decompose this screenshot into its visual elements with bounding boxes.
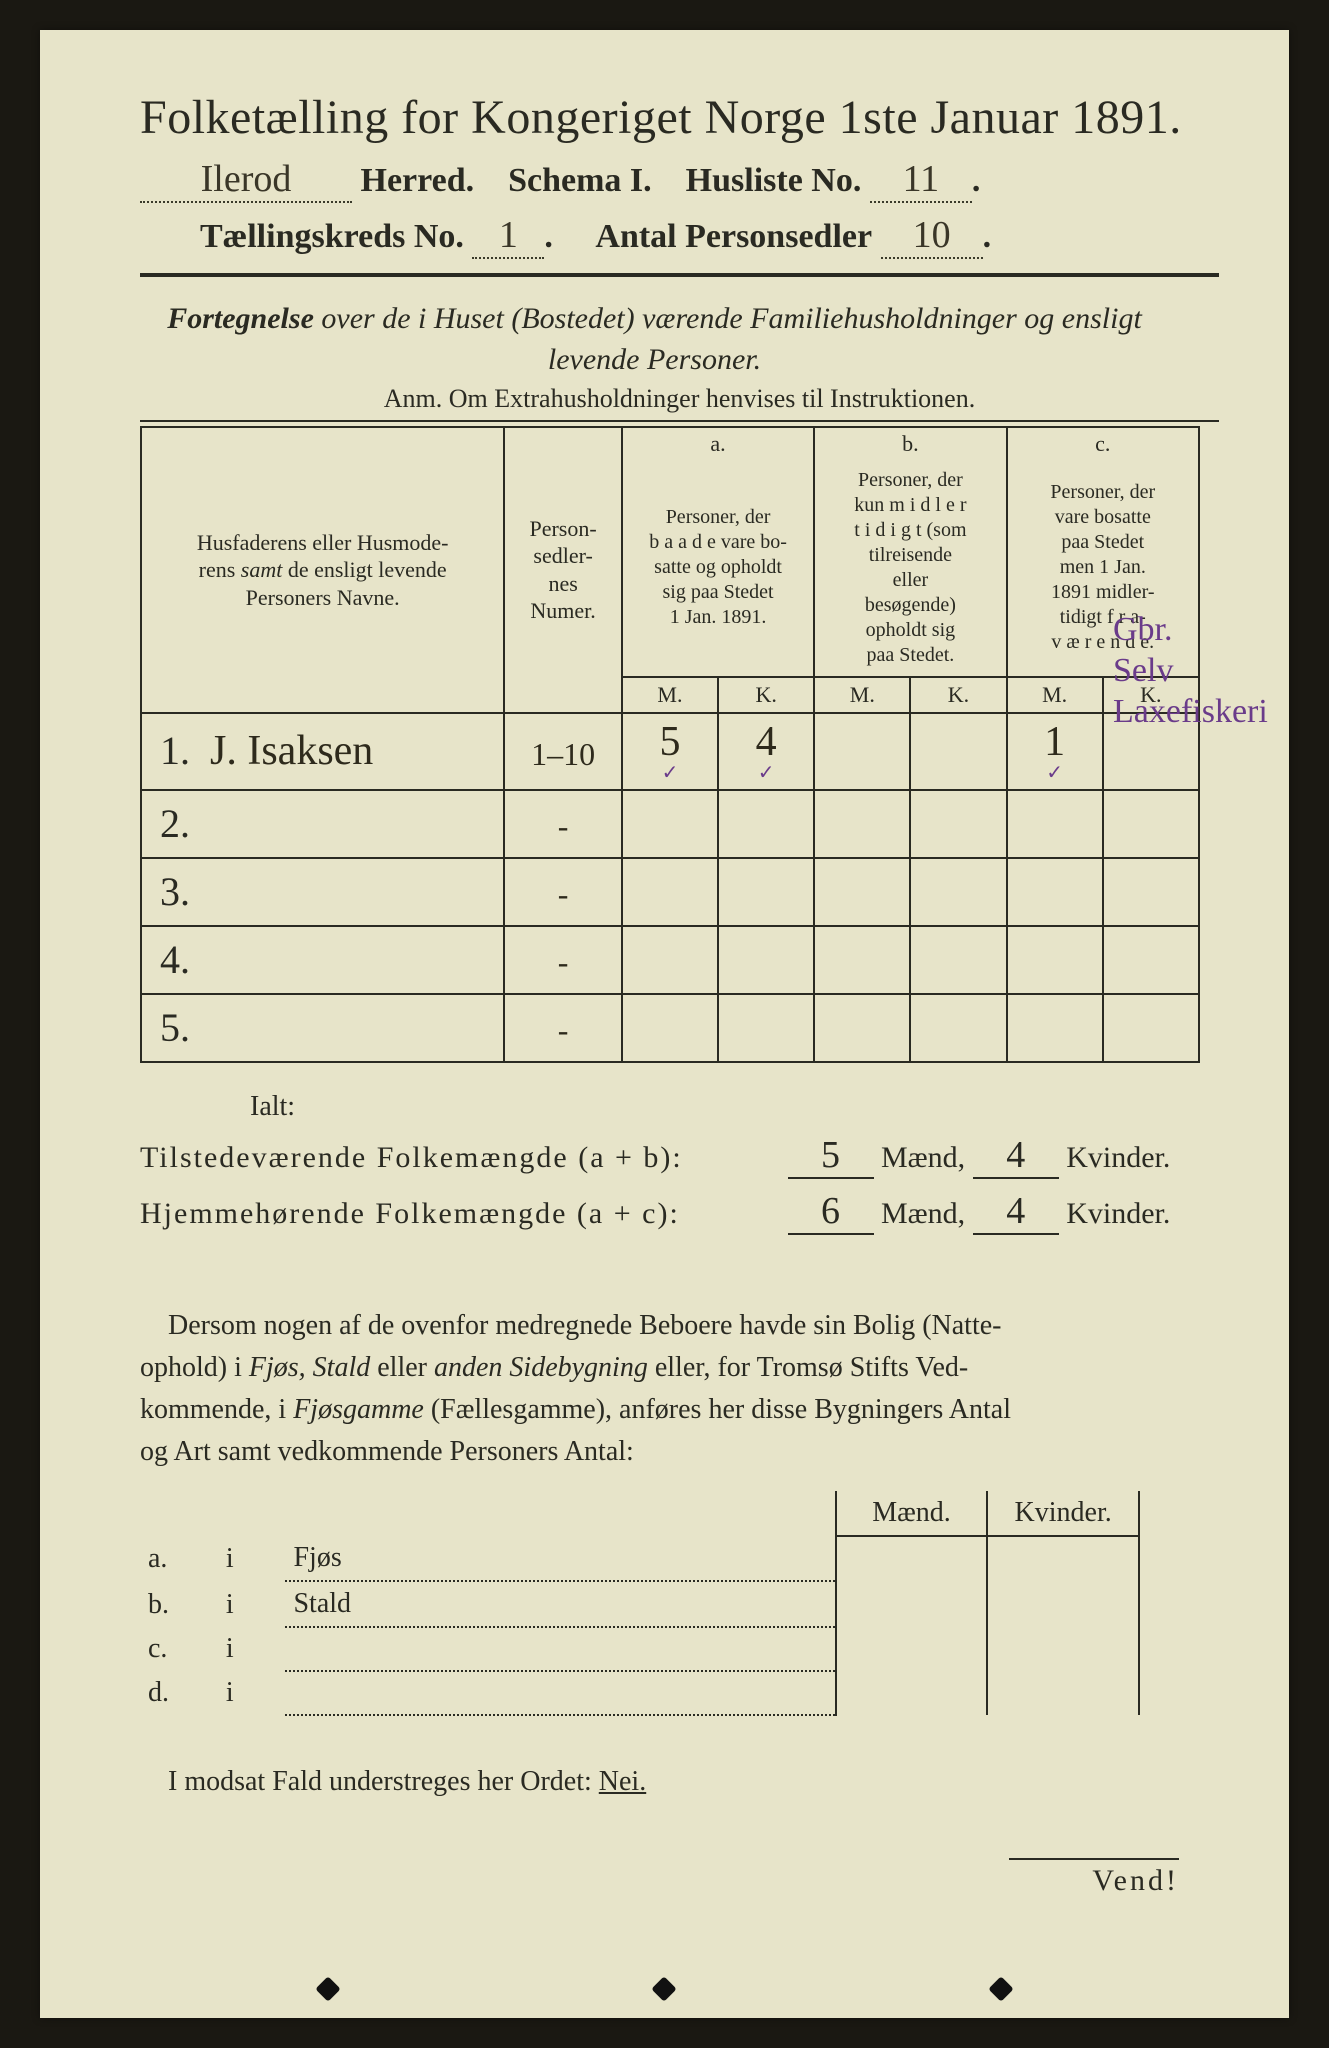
kreds-value: 1: [472, 213, 544, 259]
vend-label: Vend!: [1009, 1858, 1179, 1898]
resident-men: 6: [788, 1189, 874, 1235]
row-cell: [718, 926, 814, 994]
present-women: 4: [973, 1133, 1059, 1179]
row-cell: [718, 858, 814, 926]
col-b-k: K.: [910, 677, 1006, 713]
col-header-b: Personer, derkun m i d l e rt i d i g t …: [814, 460, 1006, 677]
outbuilding-row: b.iStald: [140, 1581, 1139, 1627]
totals-row-resident: Hjemmehørende Folkemængde (a + c): 6 Mæn…: [140, 1189, 1219, 1235]
col-header-a: Personer, derb a a d e vare bo-satte og …: [622, 460, 814, 677]
col-header-name: Husfaderens eller Husmode-rens samt de e…: [141, 427, 504, 713]
row-cell: [910, 713, 1006, 790]
herred-value: Ilerod: [140, 157, 352, 203]
row-cell: [1103, 790, 1199, 858]
row-cell: [1103, 926, 1199, 994]
household-table: Husfaderens eller Husmode-rens samt de e…: [140, 426, 1200, 1063]
col-b-m: M.: [814, 677, 910, 713]
row-cell: [910, 994, 1006, 1062]
row-cell: [1007, 858, 1103, 926]
row-cell: [622, 926, 718, 994]
row-cell: 4✓: [718, 713, 814, 790]
kreds-label: Tællingskreds No.: [200, 218, 464, 255]
row-name: 2.: [141, 790, 504, 858]
side-header-men: Mænd.: [836, 1491, 988, 1536]
col-c-m: M.: [1007, 677, 1103, 713]
divider-thin: [140, 420, 1219, 422]
row-name: 4.: [141, 926, 504, 994]
row-cell: [1103, 994, 1199, 1062]
antal-label: Antal Personsedler: [595, 218, 872, 255]
row-cell: [814, 858, 910, 926]
col-a-m: M.: [622, 677, 718, 713]
antal-value: 10: [881, 213, 983, 259]
row-num: -: [504, 858, 622, 926]
kreds-line: Tællingskreds No. 1. Antal Personsedler …: [140, 213, 1219, 259]
row-cell: 5✓: [622, 713, 718, 790]
census-form-page: Folketælling for Kongeriget Norge 1ste J…: [40, 30, 1289, 2018]
row-num: 1–10: [504, 713, 622, 790]
outbuilding-row: d.i: [140, 1671, 1139, 1715]
col-header-num: Person-sedler-nesNumer.: [504, 427, 622, 713]
row-cell: [1007, 994, 1103, 1062]
schema-label: Schema I.: [508, 162, 652, 199]
outbuilding-row: a.iFjøs: [140, 1536, 1139, 1581]
divider: [140, 273, 1219, 277]
nei-word: Nei.: [599, 1766, 646, 1797]
binding-holes: [40, 1980, 1289, 1998]
table-row: 3. -: [141, 858, 1199, 926]
ialt-label: Ialt:: [250, 1091, 1219, 1123]
husliste-value: 11: [870, 157, 972, 203]
row-cell: [814, 790, 910, 858]
row-cell: [910, 926, 1006, 994]
table-row: 4. -: [141, 926, 1199, 994]
table-row: 1. J. Isaksen1–105✓4✓ 1✓: [141, 713, 1199, 790]
table-row: 5. -: [141, 994, 1199, 1062]
row-cell: [814, 713, 910, 790]
col-header-a-top: a.: [622, 427, 814, 460]
col-a-k: K.: [718, 677, 814, 713]
row-num: -: [504, 994, 622, 1062]
row-cell: [1007, 926, 1103, 994]
row-cell: [910, 790, 1006, 858]
row-cell: [814, 994, 910, 1062]
resident-women: 4: [973, 1189, 1059, 1235]
husliste-label: Husliste No.: [686, 162, 862, 199]
outbuilding-table: Mænd. Kvinder. a.iFjøsb.iStaldc.id.i: [140, 1491, 1140, 1716]
row-num: -: [504, 790, 622, 858]
row-cell: 1✓: [1007, 713, 1103, 790]
fortegnelse-heading: Fortegnelse over de i Huset (Bostedet) v…: [150, 299, 1159, 380]
herred-line: Ilerod Herred. Schema I. Husliste No. 11…: [140, 157, 1219, 203]
row-name: 3.: [141, 858, 504, 926]
outbuilding-row: c.i: [140, 1627, 1139, 1671]
row-cell: [1007, 790, 1103, 858]
row-num: -: [504, 926, 622, 994]
row-cell: [622, 858, 718, 926]
row-cell: [622, 994, 718, 1062]
outbuilding-paragraph: Dersom nogen af de ovenfor medregnede Be…: [140, 1305, 1140, 1473]
side-header-women: Kvinder.: [987, 1491, 1139, 1536]
anm-line: Anm. Om Extrahusholdninger henvises til …: [140, 384, 1219, 414]
col-header-b-top: b.: [814, 427, 1006, 460]
row-cell: [622, 790, 718, 858]
table-row: 2. -: [141, 790, 1199, 858]
page-title: Folketælling for Kongeriget Norge 1ste J…: [140, 90, 1219, 145]
totals-row-present: Tilstedeværende Folkemængde (a + b): 5 M…: [140, 1133, 1219, 1179]
row-cell: [910, 858, 1006, 926]
row-cell: [718, 790, 814, 858]
margin-annotation: Gbr. Selv Laxefiskeri: [1113, 610, 1263, 732]
row-name: 5.: [141, 994, 504, 1062]
present-men: 5: [788, 1133, 874, 1179]
col-header-c-top: c.: [1007, 427, 1199, 460]
row-name: 1. J. Isaksen: [141, 713, 504, 790]
totals-block: Ialt: Tilstedeværende Folkemængde (a + b…: [140, 1091, 1219, 1235]
row-cell: [1103, 858, 1199, 926]
herred-label: Herred.: [361, 162, 475, 199]
row-cell: [718, 994, 814, 1062]
nei-line: I modsat Fald understreges her Ordet: Ne…: [140, 1766, 1219, 1798]
row-cell: [814, 926, 910, 994]
